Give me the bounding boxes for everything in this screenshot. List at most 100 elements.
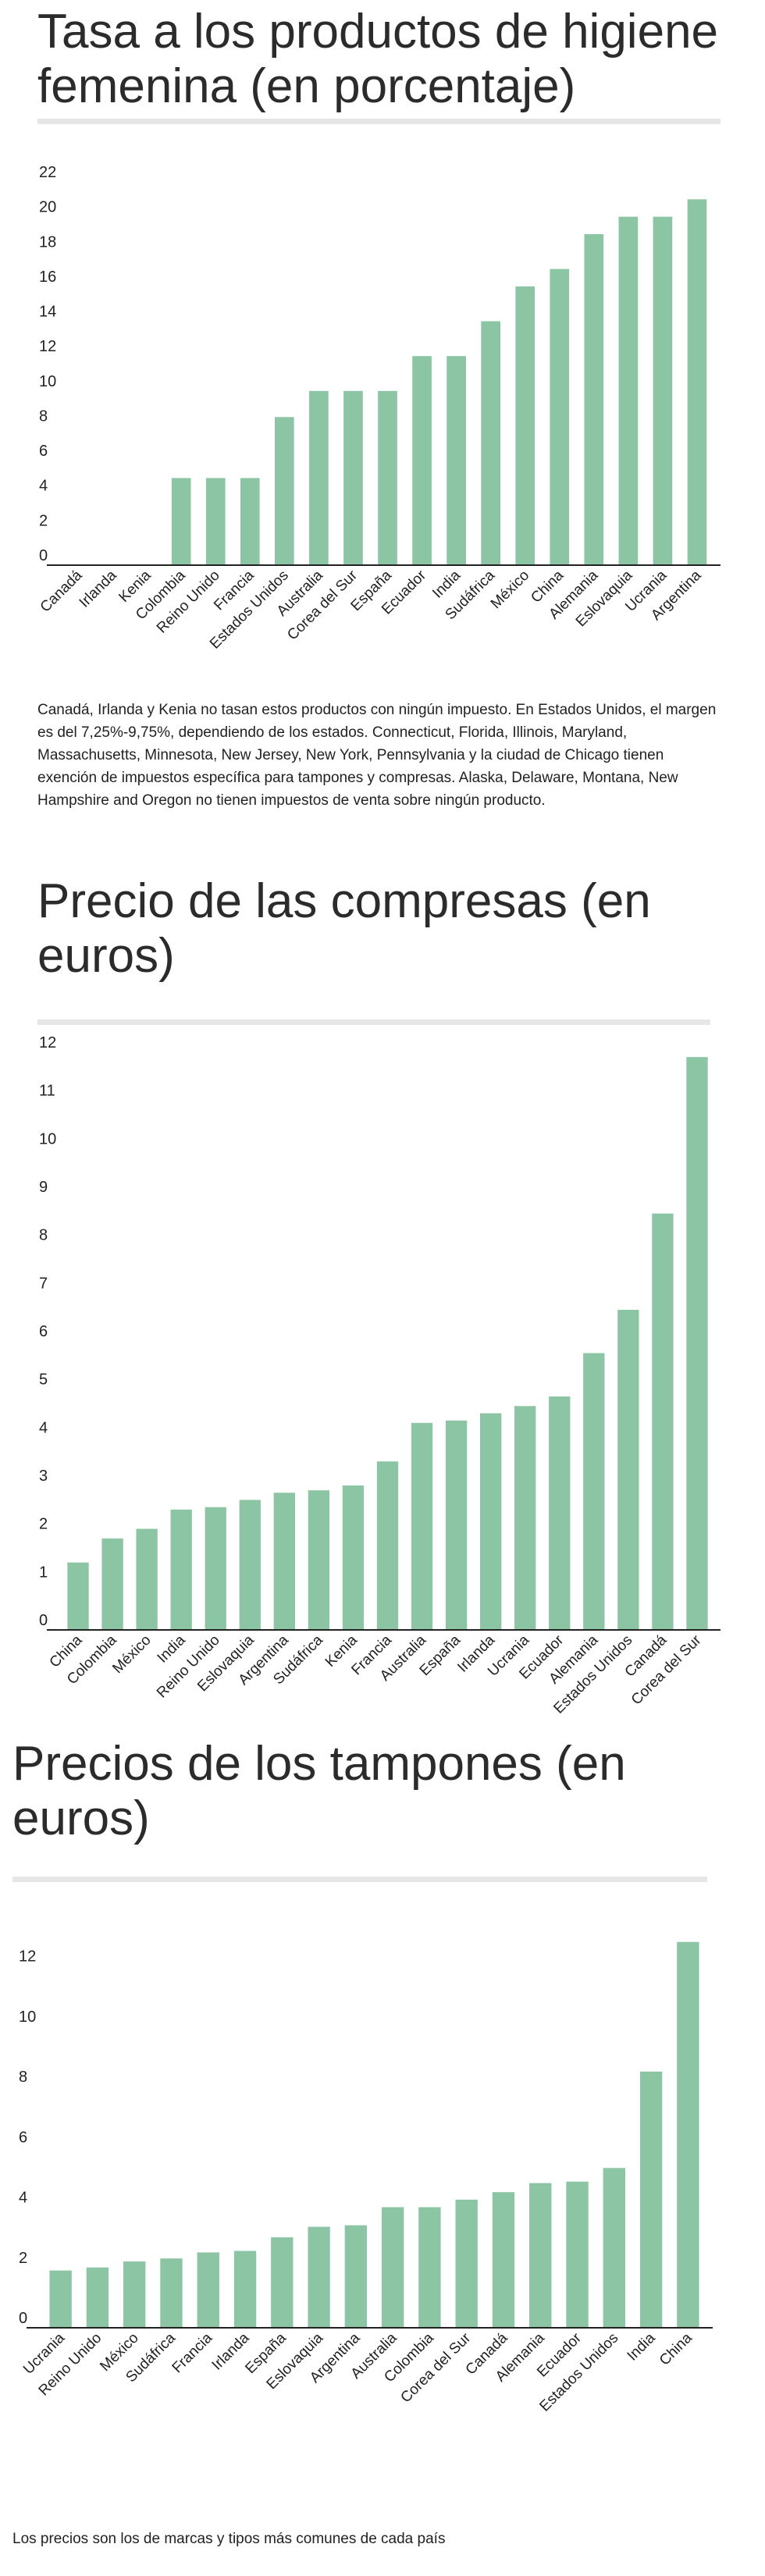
bar	[583, 1353, 605, 1630]
y-tick-label: 11	[39, 1083, 55, 1100]
bar	[584, 233, 604, 565]
bar	[514, 1406, 536, 1630]
y-tick-label: 3	[39, 1468, 48, 1485]
bar	[687, 199, 707, 565]
y-tick-label: 2	[19, 2250, 27, 2267]
pads-chart-title: Precio de las compresas (en euros)	[37, 874, 651, 983]
bar	[205, 478, 226, 565]
category-label: China	[656, 2329, 696, 2368]
bar	[618, 216, 639, 565]
y-tick-label: 12	[39, 1034, 56, 1051]
y-tick-label: 10	[39, 1130, 56, 1147]
bar	[67, 1562, 89, 1630]
tax-title-rule	[37, 119, 721, 124]
category-label: México	[488, 568, 532, 612]
pads-title-rule	[37, 1019, 710, 1025]
bar	[86, 2267, 109, 2328]
y-tick-label: 0	[39, 1612, 48, 1629]
category-label: India	[624, 2329, 659, 2364]
bar	[652, 1213, 674, 1630]
y-tick-label: 5	[39, 1372, 48, 1389]
bar	[205, 1507, 226, 1630]
bar	[275, 417, 294, 565]
bar	[273, 1493, 295, 1630]
y-tick-label: 22	[39, 164, 56, 181]
category-label: Francia	[169, 2329, 216, 2376]
y-tick-label: 18	[39, 233, 56, 251]
bar	[309, 390, 329, 565]
y-tick-label: 8	[39, 407, 48, 425]
y-tick-label: 20	[39, 199, 56, 216]
bar	[549, 1396, 571, 1630]
bar	[455, 2199, 478, 2328]
bar	[49, 2270, 72, 2328]
category-label: Irlanda	[76, 567, 120, 610]
y-tick-label: 7	[39, 1275, 48, 1292]
bar	[617, 1309, 639, 1630]
bar	[447, 356, 466, 565]
y-tick-label: 8	[19, 2069, 27, 2086]
y-tick-label: 4	[39, 1419, 48, 1436]
bar	[378, 390, 397, 565]
y-tick-label: 2	[39, 512, 48, 529]
y-tick-label: 16	[39, 269, 56, 286]
bar	[271, 2237, 294, 2328]
y-tick-label: 6	[19, 2129, 27, 2146]
bar	[603, 2168, 625, 2328]
y-tick-label: 0	[19, 2310, 27, 2327]
bar	[381, 2207, 404, 2328]
bar	[653, 216, 673, 565]
bar	[376, 1461, 399, 1630]
bar	[342, 1485, 365, 1630]
bar	[677, 1941, 699, 2328]
bar	[529, 2183, 552, 2328]
tampons-chart-title: Precios de los tampones (en euros)	[12, 1737, 626, 1845]
y-tick-label: 8	[39, 1227, 48, 1244]
y-tick-label: 12	[19, 1948, 36, 1966]
bar	[550, 269, 570, 565]
category-label: México	[109, 1632, 154, 1677]
bar	[445, 1420, 468, 1630]
bar	[480, 1413, 502, 1630]
bar	[233, 2250, 257, 2328]
tampons-chart-note: Los precios son los de marcas y tipos má…	[12, 2531, 446, 2547]
bar	[481, 321, 500, 565]
bar	[170, 1509, 192, 1630]
bar	[639, 2071, 663, 2328]
y-tick-label: 12	[39, 338, 56, 355]
bar	[412, 356, 432, 565]
tampons-title-rule	[12, 1877, 707, 1882]
bar	[343, 390, 363, 565]
bar	[686, 1057, 708, 1630]
y-tick-label: 4	[39, 478, 48, 495]
y-tick-label: 6	[39, 443, 48, 460]
y-tick-label: 4	[19, 2190, 27, 2207]
category-label: Canadá	[37, 567, 86, 615]
y-tick-label: 6	[39, 1323, 48, 1340]
bar	[308, 2226, 330, 2328]
bar	[418, 2207, 441, 2328]
bar	[515, 286, 536, 565]
y-tick-label: 14	[39, 304, 56, 321]
y-tick-label: 10	[19, 2008, 36, 2026]
bar	[308, 1490, 330, 1630]
tax-chart-title: Tasa a los productos de higiene femenina…	[37, 5, 719, 113]
bar	[411, 1422, 433, 1630]
tax-rate-bar-chart: 0246810121416182022CanadáIrlandaKeniaCol…	[37, 164, 721, 653]
y-tick-label: 1	[39, 1564, 48, 1581]
tax-chart-note: Canadá, Irlanda y Kenia no tasan estos p…	[37, 702, 717, 809]
y-tick-label: 10	[39, 373, 56, 390]
bar	[136, 1528, 158, 1630]
y-tick-label: 9	[39, 1179, 48, 1196]
bar	[492, 2192, 515, 2328]
bar	[566, 2181, 589, 2328]
bar	[239, 1500, 261, 1630]
bar	[160, 2258, 183, 2328]
bar	[101, 1538, 123, 1630]
bar	[171, 478, 191, 565]
bar	[240, 478, 260, 565]
y-tick-label: 0	[39, 547, 48, 564]
bar	[197, 2252, 219, 2328]
